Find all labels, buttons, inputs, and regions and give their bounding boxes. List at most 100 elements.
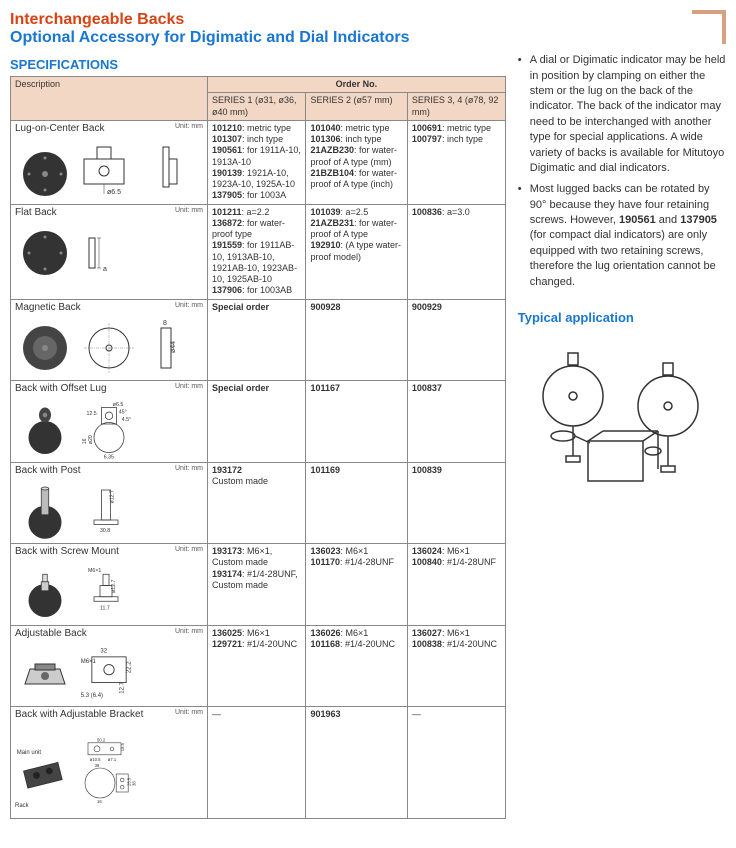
row-title: Back with Post bbox=[15, 465, 81, 476]
page-subtitle: Optional Accessory for Digimatic and Dia… bbox=[10, 29, 726, 47]
cell-series2: 101167 bbox=[306, 381, 407, 463]
left-column: SPECIFICATIONS Description Order No. SER… bbox=[10, 53, 506, 819]
row-title: Adjustable Back bbox=[15, 628, 87, 639]
row-title: Back with Adjustable Bracket bbox=[15, 709, 143, 720]
unit-label: Unit: mm bbox=[175, 546, 203, 555]
note-bold: 137905 bbox=[680, 214, 717, 226]
svg-text:6.35: 6.35 bbox=[104, 454, 114, 460]
typical-application-illustration bbox=[518, 331, 718, 511]
specifications-heading: SPECIFICATIONS bbox=[10, 57, 506, 72]
svg-text:16: 16 bbox=[97, 798, 102, 803]
svg-text:30.8: 30.8 bbox=[100, 528, 110, 534]
svg-text:50.2: 50.2 bbox=[97, 737, 106, 742]
cell-series3: 136027: M6×1 100838: #1/4-20UNC bbox=[407, 625, 505, 707]
unit-label: Unit: mm bbox=[175, 123, 203, 132]
svg-text:18.5: 18.5 bbox=[120, 742, 125, 751]
cell-text: 100837 bbox=[412, 383, 442, 393]
drawing-area: ø6.5 12.5 45° 4.5° 16 ø20 6.35 bbox=[15, 400, 203, 460]
cell-series2: 900928 bbox=[306, 299, 407, 381]
svg-text:ø12.7: ø12.7 bbox=[111, 579, 117, 593]
svg-text:8: 8 bbox=[163, 320, 167, 327]
cell-text: 900929 bbox=[412, 302, 442, 312]
drawing-plan-icon: ø6.5 bbox=[79, 139, 139, 199]
unit-label: Unit: mm bbox=[175, 465, 203, 474]
row-title: Flat Back bbox=[15, 207, 57, 218]
svg-text:16: 16 bbox=[82, 438, 88, 444]
drawing-area: 32 M6×1 22.2 12.7 5.3 (6.4) bbox=[15, 644, 203, 704]
svg-text:38: 38 bbox=[131, 780, 136, 785]
cell-series2: 136023: M6×1 101170: #1/4-28UNF bbox=[306, 544, 407, 626]
svg-text:a: a bbox=[103, 266, 107, 273]
cell-text: 100691: metric type 100797: inch type bbox=[412, 123, 491, 144]
cell-series1: 101210: metric type 101307: inch type 19… bbox=[208, 120, 306, 204]
svg-text:ø44: ø44 bbox=[170, 341, 177, 353]
cell-text: 136027: M6×1 100838: #1/4-20UNC bbox=[412, 628, 497, 649]
drawing-area: M6×1 ø12.7 11.7 bbox=[15, 563, 203, 623]
typical-application-heading: Typical application bbox=[518, 310, 726, 325]
drawing-front-icon bbox=[15, 481, 75, 541]
cell-series2: 101040: metric type 101306: inch type 21… bbox=[306, 120, 407, 204]
unit-label: Unit: mm bbox=[175, 628, 203, 637]
drawing-side-icon: M6×1 ø12.7 11.7 bbox=[79, 563, 139, 623]
drawing-front-icon bbox=[15, 644, 75, 704]
svg-text:12.7: 12.7 bbox=[120, 682, 126, 694]
cell-text: 193173: M6×1, Custom made 193174: #1/4-2… bbox=[212, 546, 298, 590]
svg-text:ø10.5: ø10.5 bbox=[90, 756, 101, 761]
svg-text:ø6.5: ø6.5 bbox=[107, 189, 121, 196]
cell-description: Flat Back Unit: mm bbox=[11, 204, 208, 299]
svg-text:M6×1: M6×1 bbox=[81, 659, 97, 665]
cell-text: 900928 bbox=[310, 302, 340, 312]
drawing-multi-icon: 50.2 18.5 ø10.5 ø7.1 38 25.5 38 16 bbox=[79, 726, 139, 816]
cell-description: Magnetic Back Unit: mm bbox=[11, 299, 208, 381]
cell-series1: 101211: a=2.2 136872: for water-proof ty… bbox=[208, 204, 306, 299]
cell-text: Special order bbox=[212, 383, 269, 393]
drawing-plan-icon: ø6.5 12.5 45° 4.5° 16 ø20 6.35 bbox=[79, 400, 139, 460]
drawing-front-icon bbox=[15, 563, 75, 623]
table-row: Flat Back Unit: mm bbox=[11, 204, 506, 299]
cell-series2: 136026: M6×1 101168: #1/4-20UNC bbox=[306, 625, 407, 707]
cell-text: 101169 bbox=[310, 465, 340, 475]
right-column: A dial or Digimatic indicator may be hel… bbox=[518, 53, 726, 514]
drawing-plan-icon: 32 M6×1 22.2 12.7 5.3 (6.4) bbox=[79, 644, 139, 704]
row-title: Back with Offset Lug bbox=[15, 383, 107, 394]
table-row: Back with Post Unit: mm ø12.7 30.8 bbox=[11, 462, 506, 544]
svg-text:12.5: 12.5 bbox=[87, 411, 97, 417]
cell-series3: 100837 bbox=[407, 381, 505, 463]
cell-text: 136025: M6×1 129721: #1/4-20UNC bbox=[212, 628, 297, 649]
cell-series2: 101039: a=2.5 21AZB231: for water-proof … bbox=[306, 204, 407, 299]
drawing-side-icon bbox=[143, 139, 203, 199]
note-bold: 190561 bbox=[619, 214, 656, 226]
header-series2: SERIES 2 (ø57 mm) bbox=[306, 93, 407, 121]
drawing-front-icon bbox=[15, 400, 75, 460]
cell-description: Back with Post Unit: mm ø12.7 30.8 bbox=[11, 462, 208, 544]
corner-decoration bbox=[692, 10, 726, 44]
cell-text: 100839 bbox=[412, 465, 442, 475]
cell-text: 193172 Custom made bbox=[212, 465, 268, 486]
cell-series1: 136025: M6×1 129721: #1/4-20UNC bbox=[208, 625, 306, 707]
table-row: Magnetic Back Unit: mm bbox=[11, 299, 506, 381]
cell-series3: 100691: metric type 100797: inch type bbox=[407, 120, 505, 204]
specifications-table: Description Order No. SERIES 1 (ø31, ø36… bbox=[10, 76, 506, 819]
unit-label: Unit: mm bbox=[175, 302, 203, 311]
note-text: and bbox=[656, 214, 680, 226]
table-row: Back with Screw Mount Unit: mm M6×1 bbox=[11, 544, 506, 626]
drawing-area: ø6.5 bbox=[15, 139, 203, 199]
header-description: Description bbox=[11, 77, 208, 121]
svg-text:ø12.7: ø12.7 bbox=[110, 490, 116, 504]
table-row: Adjustable Back Unit: mm 32 M6×1 bbox=[11, 625, 506, 707]
svg-text:5.3 (6.4): 5.3 (6.4) bbox=[81, 693, 103, 699]
cell-series3: — bbox=[407, 707, 505, 819]
cell-text: 100836: a=3.0 bbox=[412, 207, 470, 217]
cell-description: Adjustable Back Unit: mm 32 M6×1 bbox=[11, 625, 208, 707]
drawing-iso-icon: Main unit Rack bbox=[15, 726, 75, 816]
drawing-side-icon: ø12.7 30.8 bbox=[79, 481, 139, 541]
cell-series1: 193173: M6×1, Custom made 193174: #1/4-2… bbox=[208, 544, 306, 626]
svg-text:22.2: 22.2 bbox=[126, 661, 132, 673]
cell-series3: 900929 bbox=[407, 299, 505, 381]
svg-text:ø7.1: ø7.1 bbox=[108, 756, 117, 761]
cell-series3: 100836: a=3.0 bbox=[407, 204, 505, 299]
cell-text: — bbox=[412, 709, 421, 719]
table-row: Lug-on-Center Back Unit: mm bbox=[11, 120, 506, 204]
drawing-front-icon bbox=[15, 139, 75, 199]
row-title: Lug-on-Center Back bbox=[15, 123, 105, 134]
